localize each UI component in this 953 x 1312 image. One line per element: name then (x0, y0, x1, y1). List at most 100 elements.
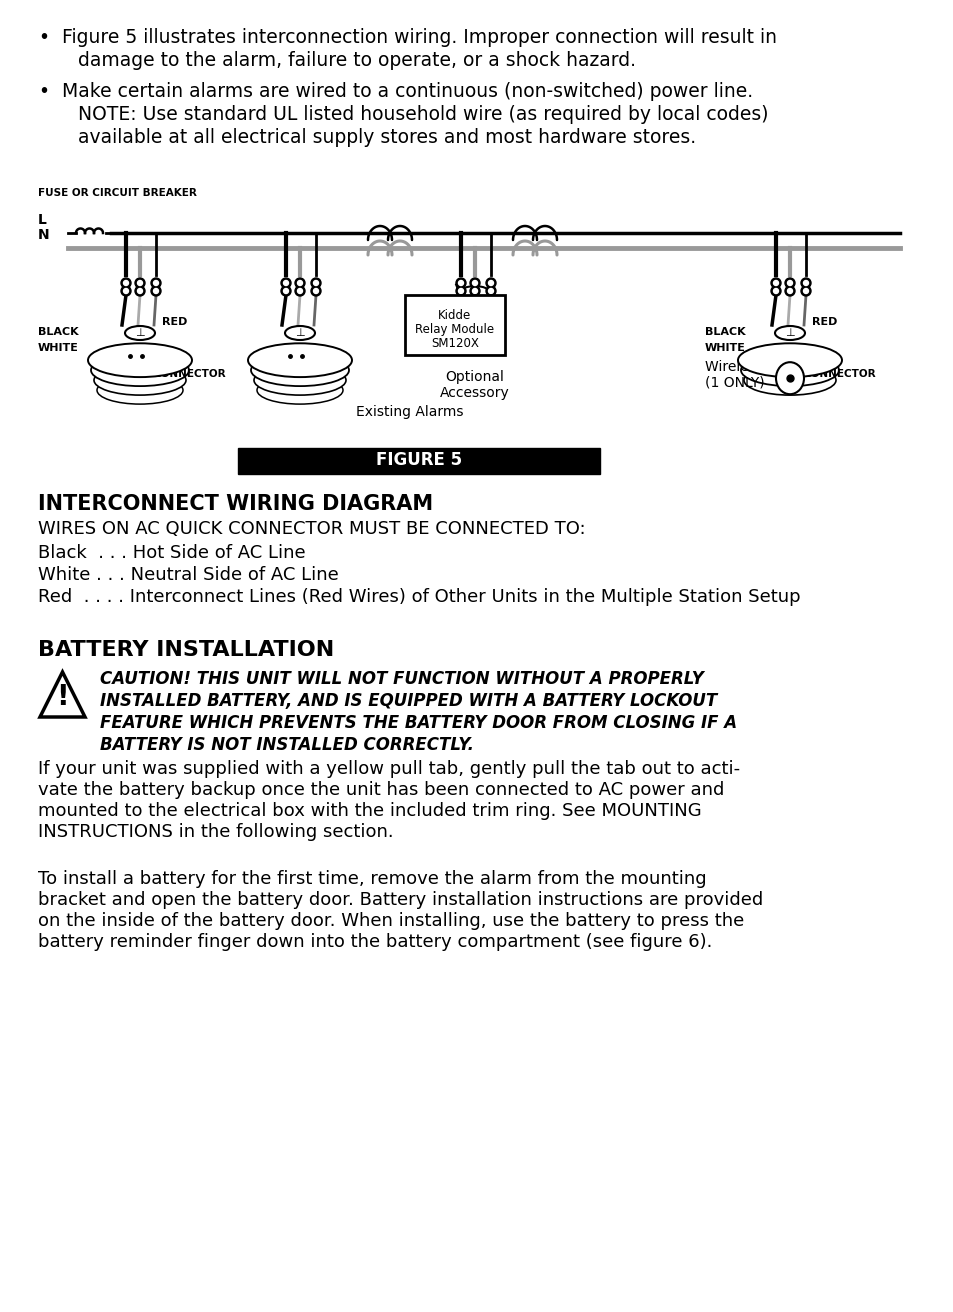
Circle shape (488, 289, 493, 294)
Circle shape (773, 281, 778, 286)
Text: BLACK: BLACK (704, 327, 745, 337)
Text: Make certain alarms are wired to a continuous (non-switched) power line.: Make certain alarms are wired to a conti… (62, 81, 752, 101)
Text: •: • (38, 28, 49, 47)
Text: INSTRUCTIONS in the following section.: INSTRUCTIONS in the following section. (38, 823, 394, 841)
Ellipse shape (459, 286, 490, 300)
Text: (1 ONLY): (1 ONLY) (704, 377, 763, 390)
Text: available at all electrical supply stores and most hardware stores.: available at all electrical supply store… (78, 129, 696, 147)
Text: Red  . . . . Interconnect Lines (Red Wires) of Other Units in the Multiple Stati: Red . . . . Interconnect Lines (Red Wire… (38, 588, 800, 606)
Circle shape (773, 289, 778, 294)
Text: RED: RED (162, 318, 187, 327)
Circle shape (458, 281, 463, 286)
Text: To install a battery for the first time, remove the alarm from the mounting: To install a battery for the first time,… (38, 870, 706, 888)
Text: WIRES ON AC QUICK CONNECTOR MUST BE CONNECTED TO:: WIRES ON AC QUICK CONNECTOR MUST BE CONN… (38, 520, 585, 538)
Text: Existing Alarms: Existing Alarms (355, 405, 463, 419)
Ellipse shape (94, 365, 186, 395)
Circle shape (801, 278, 810, 289)
Text: Black  . . . Hot Side of AC Line: Black . . . Hot Side of AC Line (38, 544, 305, 562)
Text: BATTERY IS NOT INSTALLED CORRECTLY.: BATTERY IS NOT INSTALLED CORRECTLY. (100, 736, 474, 754)
Circle shape (314, 289, 318, 294)
Circle shape (472, 289, 477, 294)
Text: ⊥: ⊥ (470, 289, 479, 298)
Text: Wireless Alarm: Wireless Alarm (704, 359, 807, 374)
Ellipse shape (253, 365, 346, 395)
Text: battery reminder finger down into the battery compartment (see figure 6).: battery reminder finger down into the ba… (38, 933, 712, 951)
Text: WHITE: WHITE (704, 342, 745, 353)
Circle shape (135, 286, 145, 297)
Circle shape (123, 281, 129, 286)
Circle shape (153, 289, 158, 294)
Ellipse shape (97, 377, 183, 404)
Ellipse shape (91, 354, 189, 386)
Ellipse shape (285, 325, 314, 340)
Circle shape (137, 289, 142, 294)
Text: CAUTION! THIS UNIT WILL NOT FUNCTION WITHOUT A PROPERLY: CAUTION! THIS UNIT WILL NOT FUNCTION WIT… (100, 670, 703, 687)
Ellipse shape (743, 365, 835, 395)
Text: SM120X: SM120X (431, 337, 478, 350)
Circle shape (456, 286, 465, 297)
Text: White . . . Neutral Side of AC Line: White . . . Neutral Side of AC Line (38, 565, 338, 584)
Text: FEATURE WHICH PREVENTS THE BATTERY DOOR FROM CLOSING IF A: FEATURE WHICH PREVENTS THE BATTERY DOOR … (100, 714, 737, 732)
Text: ⊥: ⊥ (294, 328, 305, 338)
Circle shape (770, 278, 781, 289)
Text: BATTERY INSTALLATION: BATTERY INSTALLATION (38, 640, 334, 660)
Text: WHITE: WHITE (38, 342, 79, 353)
Circle shape (770, 286, 781, 297)
Circle shape (281, 278, 291, 289)
Text: Kidde: Kidde (438, 310, 471, 321)
Text: mounted to the electrical box with the included trim ring. See MOUNTING: mounted to the electrical box with the i… (38, 802, 700, 820)
Circle shape (786, 281, 792, 286)
Text: FIGURE 5: FIGURE 5 (375, 451, 461, 468)
Text: ⊥: ⊥ (135, 328, 145, 338)
Circle shape (314, 281, 318, 286)
Circle shape (151, 286, 161, 297)
Circle shape (294, 278, 305, 289)
Circle shape (784, 278, 794, 289)
Text: damage to the alarm, failure to operate, or a shock hazard.: damage to the alarm, failure to operate,… (78, 51, 636, 70)
Circle shape (137, 281, 142, 286)
Text: •: • (38, 81, 49, 101)
Ellipse shape (251, 354, 349, 386)
Circle shape (784, 286, 794, 297)
Ellipse shape (740, 354, 838, 386)
Circle shape (294, 286, 305, 297)
Circle shape (470, 286, 479, 297)
Circle shape (485, 286, 496, 297)
Text: INTERCONNECT WIRING DIAGRAM: INTERCONNECT WIRING DIAGRAM (38, 495, 433, 514)
Text: L: L (38, 213, 47, 227)
Text: Relay Module: Relay Module (415, 323, 494, 336)
Text: !: ! (56, 682, 69, 711)
Circle shape (135, 278, 145, 289)
Circle shape (297, 289, 302, 294)
Circle shape (311, 278, 320, 289)
Text: CONNECTOR: CONNECTOR (803, 369, 876, 379)
Text: BLACK: BLACK (38, 327, 78, 337)
Text: on the inside of the battery door. When installing, use the battery to press the: on the inside of the battery door. When … (38, 912, 743, 930)
Circle shape (311, 286, 320, 297)
Text: bracket and open the battery door. Battery installation instructions are provide: bracket and open the battery door. Batte… (38, 891, 762, 909)
Text: INSTALLED BATTERY, AND IS EQUIPPED WITH A BATTERY LOCKOUT: INSTALLED BATTERY, AND IS EQUIPPED WITH … (100, 691, 717, 710)
Ellipse shape (738, 344, 841, 377)
Circle shape (802, 281, 807, 286)
Text: FUSE OR CIRCUIT BREAKER: FUSE OR CIRCUIT BREAKER (38, 188, 196, 198)
Text: vate the battery backup once the unit has been connected to AC power and: vate the battery backup once the unit ha… (38, 781, 723, 799)
Circle shape (121, 286, 131, 297)
Circle shape (123, 289, 129, 294)
Circle shape (802, 289, 807, 294)
Text: If your unit was supplied with a yellow pull tab, gently pull the tab out to act: If your unit was supplied with a yellow … (38, 760, 740, 778)
Ellipse shape (256, 377, 343, 404)
Polygon shape (40, 672, 85, 716)
Text: RED: RED (811, 318, 837, 327)
Circle shape (283, 289, 288, 294)
Circle shape (121, 278, 131, 289)
FancyBboxPatch shape (237, 447, 599, 474)
Text: ⊥: ⊥ (784, 328, 794, 338)
Text: N: N (38, 228, 50, 241)
Text: CONNECTOR: CONNECTOR (153, 369, 227, 379)
Circle shape (472, 281, 477, 286)
Circle shape (297, 281, 302, 286)
Circle shape (458, 289, 463, 294)
Ellipse shape (88, 344, 192, 377)
Ellipse shape (248, 344, 352, 377)
Text: Optional: Optional (445, 370, 504, 384)
